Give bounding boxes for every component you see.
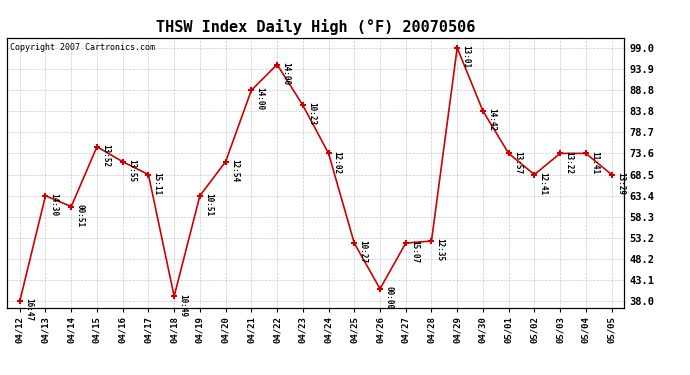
Text: 15:07: 15:07 xyxy=(410,240,419,264)
Text: 00:00: 00:00 xyxy=(384,286,393,309)
Text: 13:01: 13:01 xyxy=(462,45,471,68)
Text: 14:00: 14:00 xyxy=(282,62,290,85)
Text: 13:52: 13:52 xyxy=(101,144,110,167)
Text: 12:54: 12:54 xyxy=(230,159,239,182)
Text: 00:51: 00:51 xyxy=(75,204,84,227)
Text: 11:41: 11:41 xyxy=(590,151,599,174)
Text: 12:41: 12:41 xyxy=(539,172,548,195)
Text: 14:42: 14:42 xyxy=(487,108,496,131)
Text: 15:11: 15:11 xyxy=(152,172,161,195)
Text: 14:00: 14:00 xyxy=(255,87,264,111)
Text: 13:29: 13:29 xyxy=(615,172,624,195)
Text: 10:27: 10:27 xyxy=(358,240,368,264)
Text: 10:23: 10:23 xyxy=(307,102,316,126)
Text: 13:57: 13:57 xyxy=(513,151,522,174)
Text: Copyright 2007 Cartronics.com: Copyright 2007 Cartronics.com xyxy=(10,43,155,52)
Text: 13:55: 13:55 xyxy=(127,159,136,182)
Text: 12:02: 12:02 xyxy=(333,151,342,174)
Text: 14:30: 14:30 xyxy=(50,193,59,216)
Title: THSW Index Daily High (°F) 20070506: THSW Index Daily High (°F) 20070506 xyxy=(156,19,475,35)
Text: 13:22: 13:22 xyxy=(564,151,573,174)
Text: 10:51: 10:51 xyxy=(204,193,213,216)
Text: 12:35: 12:35 xyxy=(435,238,444,261)
Text: 16:47: 16:47 xyxy=(24,298,33,322)
Text: 10:49: 10:49 xyxy=(178,294,187,316)
